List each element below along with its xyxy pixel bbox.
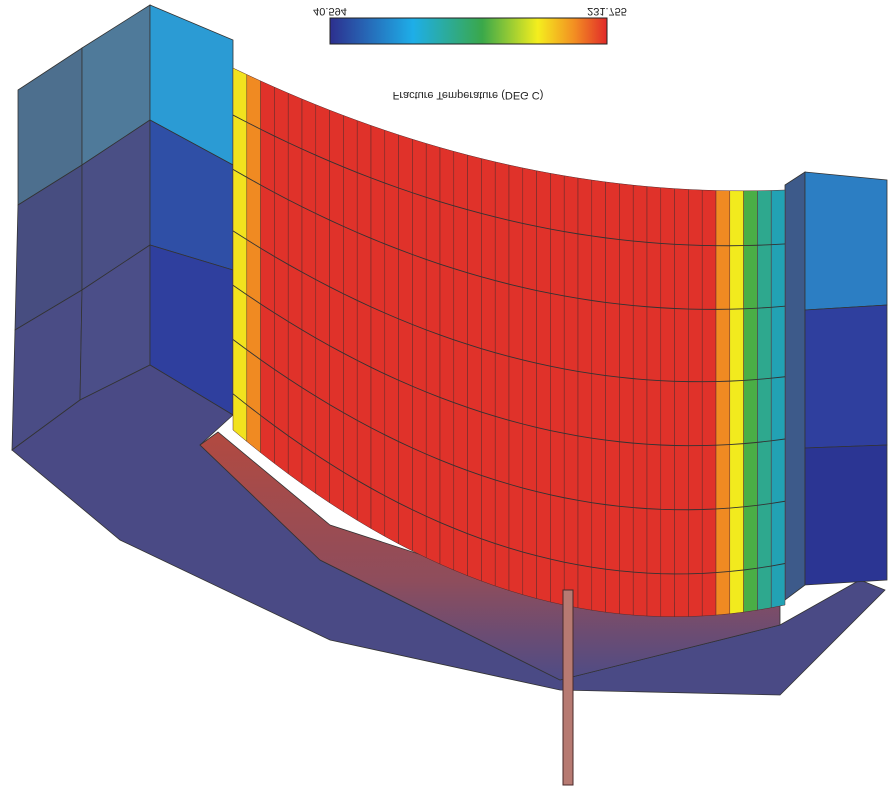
left-block — [11, 4, 234, 451]
surface-column — [729, 190, 744, 615]
surface-column — [467, 154, 482, 582]
surface-column — [743, 190, 758, 613]
surface-column — [619, 183, 634, 616]
surface-column — [453, 151, 468, 577]
surface-column — [715, 190, 731, 616]
surface-column — [398, 134, 413, 552]
surface-row-line — [232, 168, 786, 310]
surface-column — [757, 190, 772, 611]
colorbar-min: 40.594 — [313, 5, 347, 17]
surface-column — [770, 189, 786, 609]
surface-column — [688, 189, 703, 617]
surface-column — [315, 104, 330, 504]
surface-column — [494, 161, 510, 591]
wellbore — [562, 589, 574, 786]
surface-column — [246, 74, 261, 454]
surface-column — [370, 125, 386, 537]
surface-row-line — [232, 393, 786, 575]
surface-column — [356, 120, 372, 529]
surface-column — [481, 158, 496, 587]
surface-column — [674, 188, 689, 617]
surface-row-line — [232, 284, 786, 447]
surface-row-line — [232, 339, 786, 511]
fracture-surface — [232, 67, 786, 617]
surface-column — [632, 184, 648, 617]
colorbar-max: 231.755 — [587, 5, 627, 17]
surface-column — [301, 98, 317, 494]
surface-column — [646, 186, 662, 617]
surface-row-line — [232, 230, 786, 383]
surface-column — [274, 86, 289, 475]
surface-column — [329, 109, 344, 513]
right-block — [784, 171, 888, 601]
surface-column — [605, 181, 620, 615]
surface-column — [425, 143, 441, 565]
surface-column — [384, 129, 399, 545]
surface-column — [591, 179, 606, 613]
surface-column — [260, 80, 275, 464]
surface-column — [701, 189, 717, 617]
surface-column — [343, 115, 358, 521]
surface-column — [577, 177, 593, 611]
surface-column — [536, 170, 551, 603]
colorbar — [329, 17, 608, 45]
colorbar-title: Fracture Temperature (DEG C) — [393, 89, 544, 101]
surface-column — [439, 147, 455, 571]
surface-column — [550, 173, 565, 606]
surface-column — [660, 187, 675, 617]
surface-column — [563, 175, 579, 609]
surface-column — [412, 138, 427, 559]
surface-column — [287, 92, 303, 485]
surface-column — [232, 67, 248, 443]
surface-column — [508, 164, 524, 596]
surface-column — [522, 167, 537, 599]
surface-row-line — [232, 114, 786, 247]
